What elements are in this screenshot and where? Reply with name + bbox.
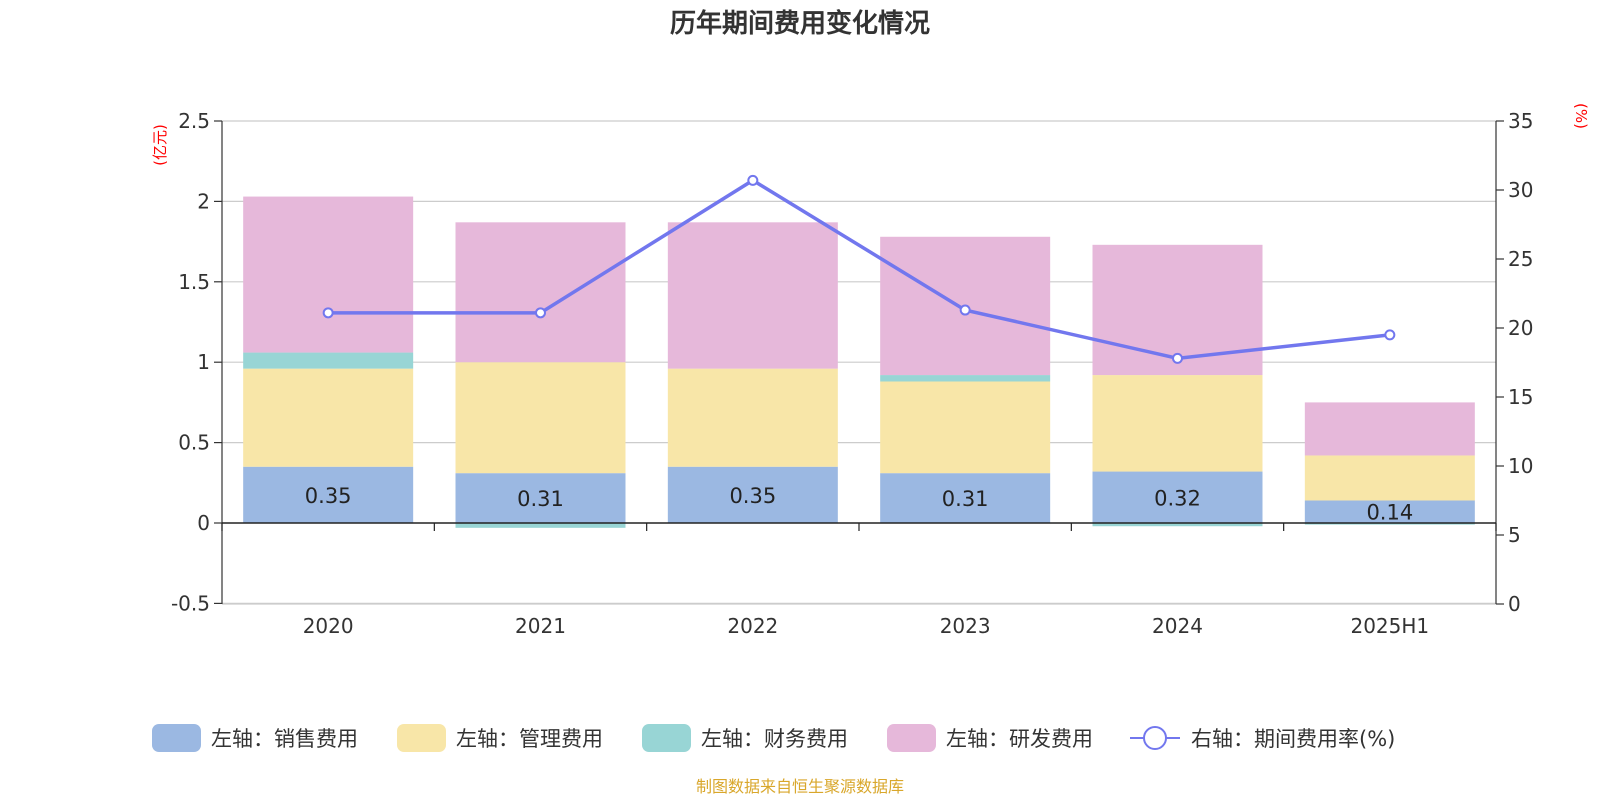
data-source-note: 制图数据来自恒生聚源数据库 bbox=[696, 777, 904, 796]
bar-segment-3 bbox=[1304, 523, 1475, 525]
left-axis-tick-label: 2.5 bbox=[178, 109, 210, 133]
left-axis-tick-label: 0 bbox=[197, 511, 210, 535]
right-axis-tick-label: 30 bbox=[1508, 178, 1533, 202]
legend-label: 左轴：管理费用 bbox=[456, 727, 603, 751]
bar-segment-1 bbox=[455, 473, 626, 523]
expense-rate-point bbox=[1384, 329, 1396, 341]
bar-data-label: 0.35 bbox=[729, 484, 776, 508]
left-axis-unit: (亿元) bbox=[151, 124, 169, 166]
bar-segment-1 bbox=[880, 473, 1051, 523]
bar-segment-1 bbox=[243, 466, 414, 523]
bar-data-label: 0.14 bbox=[1366, 501, 1413, 525]
right-axis-unit: (%) bbox=[1572, 103, 1590, 129]
expense-rate-point bbox=[535, 307, 546, 319]
bar-segment-2 bbox=[1092, 375, 1263, 472]
line-layer bbox=[322, 174, 1396, 364]
labels-layer: 0.35 0.31 0.35 0.31 0.32 0.14 bbox=[305, 484, 1413, 525]
bar-segment-4 bbox=[667, 222, 838, 369]
legend-label: 左轴：财务费用 bbox=[701, 727, 848, 751]
bar-data-label: 0.31 bbox=[517, 487, 564, 511]
bar-segment-1 bbox=[1304, 500, 1475, 523]
bar-segment-2 bbox=[880, 381, 1051, 474]
left-axis-tick-label: 0.5 bbox=[178, 431, 210, 455]
right-axis-tick-label: 10 bbox=[1508, 454, 1533, 478]
bars-layer bbox=[243, 196, 1475, 528]
legend-swatch bbox=[397, 724, 446, 752]
right-axis-tick-label: 0 bbox=[1508, 592, 1521, 616]
left-axis-tick-label: -0.5 bbox=[171, 591, 210, 615]
legend-marker-swatch bbox=[1143, 726, 1167, 750]
bar-segment-4 bbox=[243, 196, 414, 353]
category-label: 2025H1 bbox=[1350, 614, 1429, 638]
bar-segment-3 bbox=[1092, 523, 1263, 527]
expense-rate-point bbox=[959, 304, 971, 316]
legend: 左轴：销售费用 左轴：管理费用 左轴：财务费用 左轴：研发费用 右轴：期间费用率(%) bbox=[152, 724, 1395, 752]
right-axis-tick-label: 5 bbox=[1508, 523, 1521, 547]
legend-swatch bbox=[642, 724, 691, 752]
left-axis-tick-label: 1 bbox=[197, 350, 210, 374]
bar-segment-2 bbox=[455, 362, 626, 474]
bar-segment-1 bbox=[667, 466, 838, 523]
right-axis-tick-label: 25 bbox=[1508, 247, 1533, 271]
left-axis-tick-label: 2 bbox=[197, 189, 210, 213]
bar-segment-4 bbox=[455, 222, 626, 363]
bar-segment-3 bbox=[455, 523, 626, 528]
bar-segment-2 bbox=[1304, 455, 1475, 501]
legend-label: 右轴：期间费用率(%) bbox=[1191, 727, 1395, 751]
bar-data-label: 0.32 bbox=[1154, 486, 1201, 510]
legend-swatch bbox=[887, 724, 936, 752]
bar-data-label: 0.35 bbox=[305, 484, 352, 508]
category-label: 2024 bbox=[1152, 614, 1203, 638]
legend-swatch bbox=[152, 724, 201, 752]
chart-title: 历年期间费用变化情况 bbox=[670, 8, 930, 39]
axis-layer: -0.5 0 0.5 1 1.5 2 2.5 0 5 10 15 20 25 30 35 2020 2021 20… bbox=[171, 109, 1533, 638]
legend-label: 左轴：销售费用 bbox=[211, 727, 358, 751]
category-label: 2022 bbox=[727, 614, 778, 638]
left-axis-tick-label: 1.5 bbox=[178, 270, 210, 294]
bar-segment-4 bbox=[1304, 402, 1475, 456]
expense-rate-point bbox=[1172, 352, 1183, 364]
bar-segment-2 bbox=[243, 368, 414, 467]
right-axis-tick-label: 15 bbox=[1508, 385, 1533, 409]
bar-segment-2 bbox=[667, 368, 838, 467]
bar-segment-3 bbox=[243, 352, 414, 369]
category-label: 2020 bbox=[303, 614, 354, 638]
right-axis-tick-label: 20 bbox=[1508, 316, 1533, 340]
bar-segment-3 bbox=[880, 375, 1051, 382]
right-axis-tick-label: 35 bbox=[1508, 109, 1533, 133]
bar-data-label: 0.31 bbox=[942, 487, 989, 511]
grid-layer bbox=[222, 120, 1496, 605]
expense-rate-line bbox=[328, 178, 1391, 361]
expense-rate-point bbox=[747, 174, 759, 186]
category-label: 2021 bbox=[515, 614, 566, 638]
category-label: 2023 bbox=[940, 614, 991, 638]
expense-rate-point bbox=[322, 307, 334, 319]
bar-segment-1 bbox=[1092, 471, 1263, 523]
legend-label: 左轴：研发费用 bbox=[946, 727, 1093, 751]
